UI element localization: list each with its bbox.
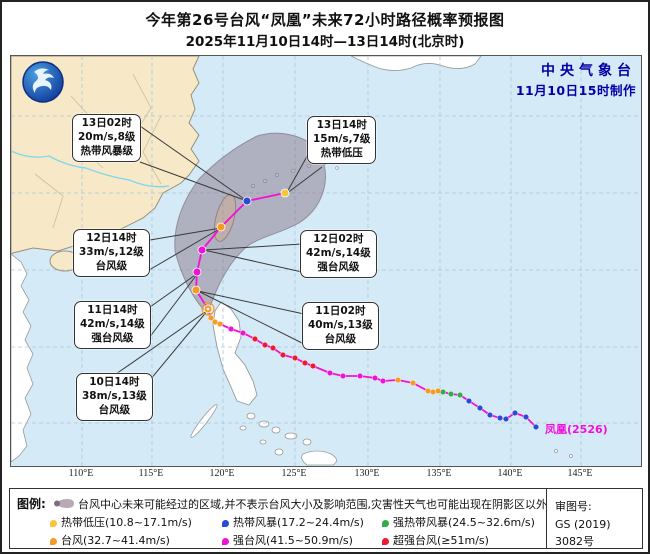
palawan-island: [190, 403, 218, 439]
callout-connector-lines: [115, 125, 323, 387]
callout-wind: 40m/s,13级: [308, 318, 373, 331]
lon-axis-label: 125°E: [281, 468, 307, 479]
visayas-mindanao-islands: [239, 412, 573, 466]
lon-axis-label: 130°E: [354, 468, 380, 479]
callout-time: 12日02时: [313, 233, 364, 245]
legend-entry-label: 超强台风(≥51m/s): [393, 534, 489, 547]
callout-level: 强台风级: [317, 260, 360, 273]
callout-level: 热带风暴级: [80, 144, 133, 157]
callout-wind: 33m/s,12级: [79, 245, 144, 258]
callout-level: 台风级: [95, 259, 128, 272]
forecast-callout: 12日02时 42m/s,14级 强台风级: [300, 230, 377, 278]
legend-marker-sts: [382, 520, 389, 527]
typhoon-track-line: [195, 192, 537, 428]
luzon-island: [212, 301, 258, 406]
cone-explanation: 台风中心未来可能经过的区域,并不表示台风大小及影响范围,灾害性天气也可能出现在阴…: [78, 498, 547, 511]
callout-wind: 38m/s,13级: [82, 389, 147, 402]
legend-marker-td: [50, 520, 57, 527]
callout-wind: 15m/s,7级: [313, 132, 371, 145]
callout-wind: 20m/s,8级: [78, 130, 136, 143]
legend-entry-label: 热带风暴(17.2~24.4m/s): [233, 516, 364, 529]
legend-entry: 超强台风(≥51m/s): [382, 532, 489, 548]
legend-entry-label: 台风(32.7~41.4m/s): [61, 534, 170, 547]
legend-entry: 台风(32.7~41.4m/s): [50, 532, 170, 548]
legend-marker-super: [382, 538, 389, 545]
current-position-marker: [201, 302, 215, 316]
legend-entry: 热带风暴(17.2~24.4m/s): [222, 514, 364, 530]
callout-wind: 42m/s,14级: [80, 317, 145, 330]
callout-time: 11日14时: [87, 304, 138, 316]
callout-level: 台风级: [98, 403, 131, 416]
forecast-callout: 13日02时 20m/s,8级 热带风暴级: [72, 114, 142, 162]
legend-marker-ty: [50, 538, 57, 545]
callout-time: 13日02时: [81, 117, 132, 129]
forecast-callout: 10日14时 38m/s,13级 台风级: [76, 373, 153, 421]
typhoon-track-points: [191, 188, 540, 431]
callout-time: 10日14时: [89, 376, 140, 388]
legend-entry: 热带低压(10.8~17.1m/s): [50, 514, 192, 530]
typhoon-name-label: 凤凰(2526): [545, 423, 608, 436]
legend-entry-label: 强台风(41.5~50.9m/s): [233, 534, 353, 547]
approval-number: GS (2019) 3082号: [555, 517, 611, 549]
cma-logo: [21, 60, 65, 104]
japan-coast: [350, 56, 482, 71]
callout-level: 热带低压: [320, 146, 363, 159]
callout-time: 13日14时: [316, 119, 367, 131]
legend-entry-label: 热带低压(10.8~17.1m/s): [61, 516, 192, 529]
callout-level: 台风级: [324, 332, 357, 345]
legend-marker-ts: [222, 520, 229, 527]
page-subtitle: 2025年11月10日14时—13日14时(北京时): [185, 34, 465, 50]
issue-time: 11月10日15时制作: [515, 83, 636, 98]
page-title: 今年第26号台风“凤凰”未来72小时路径概率预报图: [145, 11, 505, 29]
issuer-name: 中央气象台: [541, 63, 636, 79]
callout-time: 11日02时: [315, 305, 366, 317]
callout-time: 12日14时: [86, 232, 137, 244]
legend-entries-area: 图例: 台风中心未来可能经过的区域,并不表示台风大小及影响范围,灾害性天气也可能…: [10, 489, 547, 548]
issuer-block: 中央气象台 11月10日15时制作: [516, 60, 636, 99]
callout-level: 强台风级: [91, 331, 134, 344]
forecast-callout: 13日14时 15m/s,7级 热带低压: [307, 116, 377, 164]
logo-swirl: [32, 68, 54, 93]
legend-box: 图例: 台风中心未来可能经过的区域,并不表示台风大小及影响范围,灾害性天气也可能…: [9, 488, 643, 549]
forecast-callout: 11日14时 42m/s,14级 强台风级: [74, 301, 151, 349]
legend-entry-label: 强热带风暴(24.5~32.6m/s): [393, 516, 535, 529]
vietnam-coast: [11, 253, 34, 463]
lon-axis-label: 135°E: [426, 468, 452, 479]
lon-axis-label: 145°E: [567, 468, 593, 479]
approval-label: 审图号:: [555, 500, 592, 513]
cone-legend-symbol: [54, 499, 74, 508]
lon-axis-label: 140°E: [497, 468, 523, 479]
forecast-callout: 11日02时 40m/s,13级 台风级: [302, 302, 379, 350]
legend-entry: 强热带风暴(24.5~32.6m/s): [382, 514, 535, 530]
legend-marker-sty: [222, 538, 229, 545]
forecast-callout: 12日14时 33m/s,12级 台风级: [73, 229, 150, 277]
legend-entry: 强台风(41.5~50.9m/s): [222, 532, 353, 548]
lon-axis-label: 110°E: [68, 468, 94, 479]
legend-title: 图例:: [17, 497, 46, 511]
callout-wind: 42m/s,14级: [306, 246, 371, 259]
lon-axis-label: 120°E: [209, 468, 235, 479]
lon-axis-label: 115°E: [138, 468, 164, 479]
map-approval-block: 审图号: GS (2019) 3082号: [546, 489, 642, 548]
river: [11, 150, 170, 188]
